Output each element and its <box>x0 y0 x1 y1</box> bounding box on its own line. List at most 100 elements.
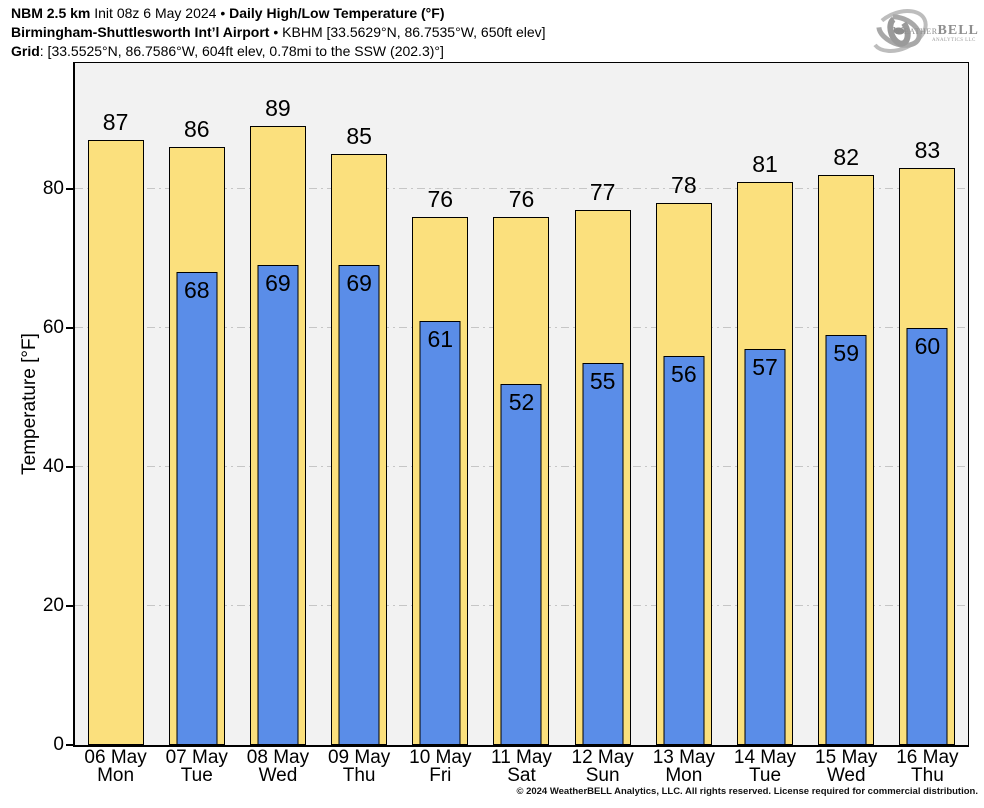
low-value-label: 60 <box>914 332 941 359</box>
y-axis-title: Temperature [°F] <box>19 333 40 475</box>
x-tick-weekday: Mon <box>665 765 703 786</box>
x-tick-label: 15 May Wed <box>806 747 887 786</box>
x-tick-date: 11 May <box>491 747 552 768</box>
copyright-text: © 2024 WeatherBELL Analytics, LLC. All r… <box>516 786 978 797</box>
x-tick-label: 13 May Mon <box>643 747 724 786</box>
y-tick-label: 0 <box>53 734 64 755</box>
bar-group: 81 57 <box>724 63 805 745</box>
x-tick-label: 10 May Fri <box>400 747 481 786</box>
init-time: Init 08z 6 May 2024 • <box>90 5 230 21</box>
x-tick-weekday: Sun <box>585 765 620 786</box>
x-tick-weekday: Mon <box>97 765 135 786</box>
y-tick-label: 40 <box>42 455 64 477</box>
x-tick-weekday: Sat <box>507 765 536 786</box>
y-tick-mark <box>66 744 74 746</box>
x-tick-label: 08 May Wed <box>237 747 318 786</box>
title-line-3: Grid: [33.5525°N, 86.7586°W, 604ft elev,… <box>11 42 546 61</box>
low-value-label: 56 <box>671 360 697 387</box>
x-tick-label: 07 May Tue <box>156 747 237 786</box>
hurricane-swirl-icon <box>870 8 928 54</box>
low-value-label: 69 <box>346 270 372 297</box>
high-value-label: 86 <box>183 116 210 143</box>
y-tick-mark <box>66 187 74 190</box>
x-tick-label: 09 May Thu <box>319 747 400 786</box>
plot-area: 87 86 68 89 69 85 69 76 61 76 52 77 55 78 56 81 57 82 59 83… <box>73 62 969 747</box>
y-tick-mark <box>66 326 74 329</box>
bar-group: 87 <box>75 63 156 745</box>
x-tick-date: 09 May <box>327 747 391 768</box>
high-value-label: 78 <box>671 171 697 198</box>
high-value-label: 82 <box>833 143 859 170</box>
chart-header: NBM 2.5 km Init 08z 6 May 2024 • Daily H… <box>11 4 546 61</box>
x-tick-weekday: Thu <box>342 765 376 786</box>
y-tick-label: 80 <box>42 177 64 199</box>
product-title: Daily High/Low Temperature (°F) <box>229 5 445 21</box>
logo-weather-text: Weather <box>893 25 938 37</box>
bar-group: 86 68 <box>156 63 237 745</box>
high-value-label: 89 <box>265 95 291 122</box>
weatherbell-logo: WeatherBELL Analytics LLC <box>866 2 982 60</box>
low-value-label: 59 <box>833 339 859 366</box>
low-value-label: 68 <box>183 277 210 304</box>
x-tick-weekday: Wed <box>258 765 298 786</box>
bar-group: 76 52 <box>481 63 562 745</box>
x-tick-date: 06 May <box>84 747 147 768</box>
low-value-label: 61 <box>427 325 454 352</box>
high-value-label: 85 <box>346 123 372 150</box>
low-value-label: 52 <box>508 388 535 415</box>
bar-group: 83 60 <box>887 63 968 745</box>
x-tick-date: 13 May <box>652 747 715 768</box>
bar-group: 89 69 <box>237 63 318 745</box>
high-value-label: 83 <box>914 136 941 163</box>
x-tick-weekday: Tue <box>180 765 213 786</box>
bar-group: 77 55 <box>562 63 643 745</box>
low-bar <box>500 383 542 745</box>
y-tick-label: 60 <box>42 316 64 338</box>
low-bar <box>906 327 948 745</box>
low-bar <box>176 272 218 745</box>
x-tick-label: 16 May Thu <box>887 748 968 786</box>
high-value-label: 87 <box>102 109 129 136</box>
high-value-label: 77 <box>589 178 616 205</box>
bar-group: 78 56 <box>643 63 724 745</box>
low-bar <box>338 265 380 745</box>
low-value-label: 55 <box>589 367 616 394</box>
x-tick-weekday: Tue <box>749 765 782 786</box>
gridline <box>75 187 968 189</box>
bar-group: 85 69 <box>319 63 400 745</box>
x-tick-weekday: Thu <box>911 765 944 786</box>
x-tick-date: 07 May <box>165 747 228 768</box>
x-tick-label: 12 May Sun <box>562 747 643 786</box>
x-tick-label: 11 May Sat <box>481 747 562 786</box>
x-tick-date: 08 May <box>246 747 310 768</box>
x-tick-label: 14 May Tue <box>724 747 805 786</box>
bar-group: 76 61 <box>400 63 481 745</box>
x-tick-date: 12 May <box>571 747 634 768</box>
y-tick-label: 20 <box>42 594 64 616</box>
high-value-label: 76 <box>508 185 535 212</box>
low-bar <box>663 355 705 745</box>
high-value-label: 81 <box>752 150 778 177</box>
grid-label: Grid <box>11 43 40 59</box>
low-bar <box>744 348 786 745</box>
logo-wordmark: WeatherBELL <box>893 23 979 39</box>
model-name: NBM 2.5 km <box>11 5 91 21</box>
low-value-label: 69 <box>265 270 291 297</box>
x-tick-date: 14 May <box>733 747 797 768</box>
x-tick-date: 15 May <box>815 747 878 768</box>
title-line-1: NBM 2.5 km Init 08z 6 May 2024 • Daily H… <box>11 4 546 23</box>
logo-bell-text: BELL <box>937 23 979 38</box>
low-bar <box>257 265 299 745</box>
high-value-label: 76 <box>427 185 454 212</box>
x-tick-date: 10 May <box>409 747 472 768</box>
low-value-label: 57 <box>752 353 778 380</box>
station-name: Birmingham-Shuttlesworth Int’l Airport <box>11 24 270 40</box>
station-meta: • KBHM [33.5629°N, 86.7535°W, 650ft elev… <box>269 24 546 40</box>
x-tick-weekday: Wed <box>826 765 866 786</box>
grid-meta: : [33.5525°N, 86.7586°W, 604ft elev, 0.7… <box>39 43 444 59</box>
x-tick-weekday: Fri <box>429 765 452 786</box>
title-line-2: Birmingham-Shuttlesworth Int’l Airport •… <box>11 23 546 42</box>
logo-subtitle: Analytics LLC <box>932 38 976 43</box>
y-tick-mark <box>66 465 74 468</box>
